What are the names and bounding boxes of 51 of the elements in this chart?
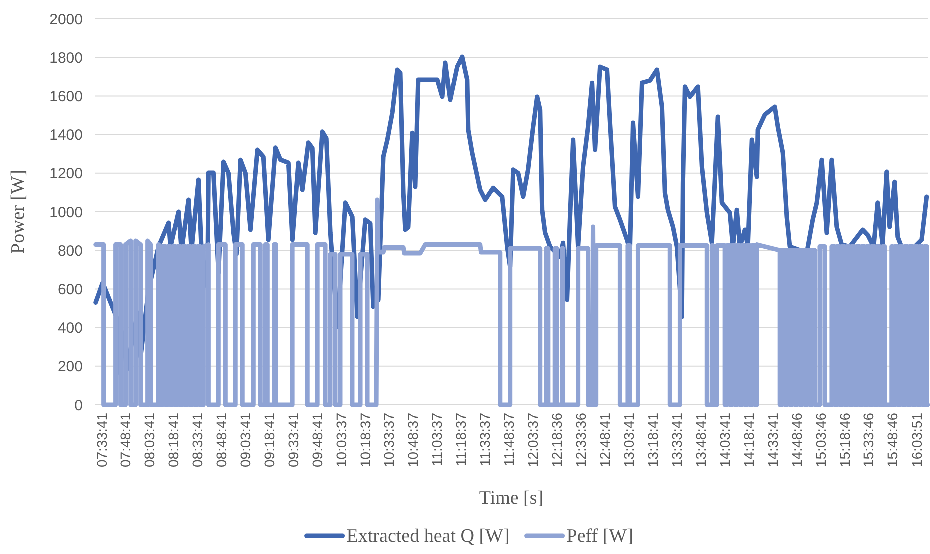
y-tick-label: 200 [58,358,83,376]
legend-label: Extracted heat Q [W] [346,526,510,547]
y-tick-label: 1000 [50,204,83,222]
x-tick-label: 12:18:36 [548,412,565,468]
x-tick-label: 16:03:51 [908,412,925,468]
x-tick-label: 09:18:41 [261,412,278,468]
x-tick-label: 08:03:41 [142,412,158,468]
x-tick-label: 08:33:41 [190,412,206,468]
x-axis-title: Time [s] [479,488,544,509]
x-tick-label: 12:03:37 [524,412,541,468]
x-tick-label: 08:18:41 [166,412,182,468]
x-tick-label: 11:03:37 [429,412,446,466]
y-tick-label: 400 [58,320,83,338]
x-tick-label: 11:48:37 [501,412,518,466]
x-tick-label: 14:33:41 [764,412,781,468]
x-tick-label: 15:33:46 [860,412,877,468]
line-series [94,198,930,408]
y-tick-label: 1600 [50,88,83,106]
x-tick-label: 09:48:41 [309,412,326,468]
y-tick-label: 800 [58,242,83,260]
x-tick-label: 11:33:37 [477,412,494,466]
y-tick-label: 2000 [50,11,83,28]
x-tick-label: 11:18:37 [453,412,470,466]
x-tick-label: 10:18:37 [357,412,374,468]
x-tick-label: 10:48:37 [405,412,422,468]
y-tick-label: 1800 [50,50,83,67]
x-tick-label: 14:48:46 [788,412,805,468]
x-tick-label: 15:18:46 [836,412,853,468]
x-tick-label: 12:33:36 [572,412,589,468]
x-tick-label: 14:03:41 [716,412,733,468]
y-axis-title: Power [W] [8,170,29,254]
x-tick-label: 15:03:46 [812,412,829,468]
x-tick-label: 08:48:41 [214,412,230,468]
y-tick-label: 1400 [50,127,83,144]
x-tick-label: 13:03:41 [620,412,637,468]
x-tick-label: 09:03:41 [238,412,254,468]
y-tick-label: 1200 [50,166,83,183]
legend-label: Peff [W] [566,526,634,547]
x-tick-label: 07:48:41 [118,412,134,468]
y-tick-label: 0 [74,397,83,414]
y-tick-label: 600 [58,281,83,298]
x-tick-label: 13:18:41 [644,412,661,468]
x-tick-label: 10:33:37 [381,412,398,468]
x-tick-label: 07:33:41 [94,412,110,468]
x-tick-label: 12:48:41 [596,412,613,468]
x-tick-label: 15:48:46 [884,412,901,468]
x-tick-label: 09:33:41 [285,412,302,468]
x-tick-label: 14:18:41 [740,412,757,468]
x-tick-label: 13:48:41 [692,412,709,468]
x-tick-label: 10:03:37 [333,412,350,468]
x-tick-label: 13:33:41 [668,412,685,468]
